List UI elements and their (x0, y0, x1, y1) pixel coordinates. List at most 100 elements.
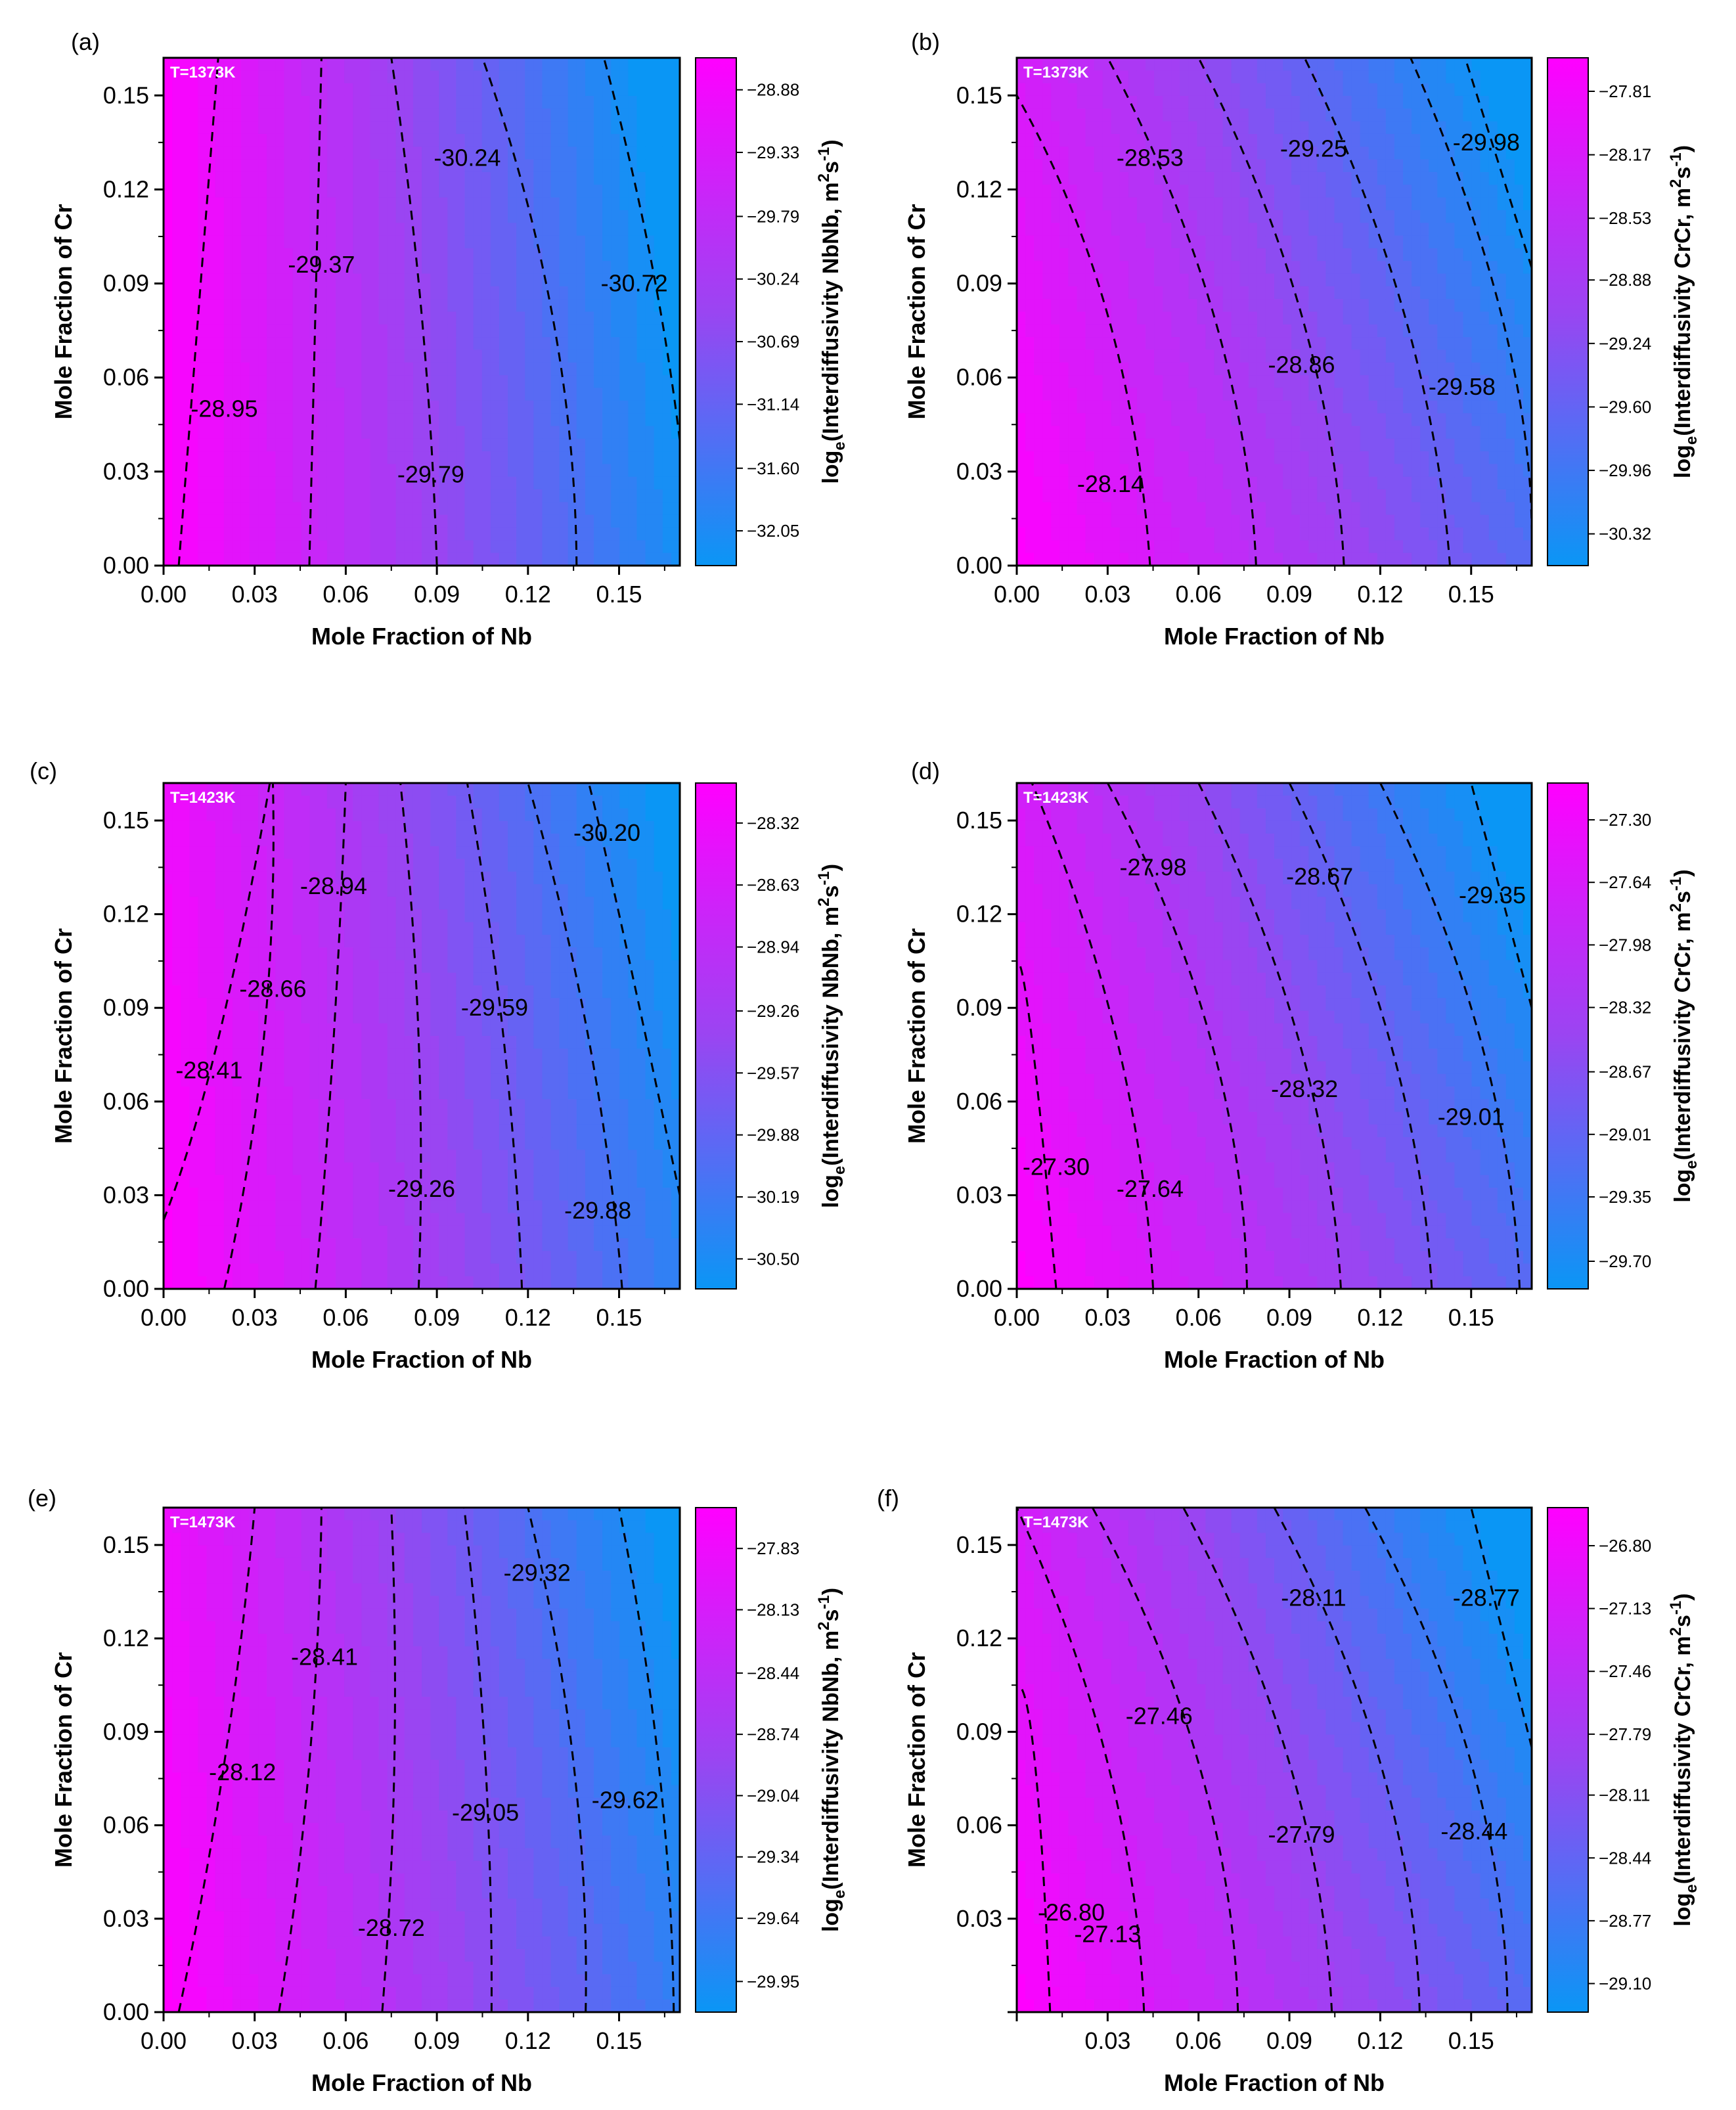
heatmap-cell (240, 489, 250, 503)
heatmap-cell (1385, 375, 1395, 389)
heatmap-cell (550, 362, 560, 376)
heatmap-cell (671, 514, 680, 528)
heatmap-cell (1102, 337, 1112, 351)
heatmap-cell (473, 197, 483, 211)
heatmap-cell (353, 552, 363, 566)
heatmap-cell (318, 552, 328, 566)
heatmap-cell (1163, 502, 1172, 516)
heatmap-cell (490, 261, 500, 275)
heatmap-cell (1488, 362, 1498, 376)
heatmap-cell (361, 286, 371, 300)
heatmap-cell (1429, 261, 1438, 275)
heatmap-cell (412, 528, 422, 541)
heatmap-cell (1463, 540, 1473, 554)
heatmap-cell (1317, 70, 1327, 84)
heatmap-cell (1308, 121, 1318, 135)
heatmap-cell (223, 464, 233, 478)
heatmap-cell (1480, 489, 1490, 503)
heatmap-cell (1163, 171, 1172, 186)
heatmap-cell (1085, 540, 1095, 554)
heatmap-cell (585, 95, 594, 110)
heatmap-cell (1085, 311, 1095, 325)
heatmap-cell (1222, 426, 1232, 439)
heatmap-cell (576, 171, 586, 186)
heatmap-cell (602, 273, 612, 287)
heatmap-cell (1377, 133, 1387, 148)
heatmap-cell (636, 185, 646, 198)
heatmap-cell (164, 502, 173, 516)
heatmap-cell (439, 133, 449, 148)
heatmap-cell (232, 464, 242, 478)
heatmap-cell (326, 552, 336, 566)
heatmap-cell (542, 552, 552, 566)
heatmap-cell (1265, 476, 1275, 490)
heatmap-cell (1077, 349, 1086, 363)
heatmap-cell (439, 299, 449, 313)
heatmap-cell (1334, 171, 1344, 186)
heatmap-cell (361, 413, 371, 427)
heatmap-cell (525, 95, 535, 110)
heatmap-cell (1128, 337, 1138, 351)
heatmap-cell (326, 413, 336, 427)
heatmap-cell (1094, 133, 1103, 148)
heatmap-cell (1300, 324, 1310, 338)
heatmap-cell (164, 235, 173, 249)
heatmap-cell (1128, 349, 1138, 363)
heatmap-cell (361, 400, 371, 414)
heatmap-cell (336, 223, 345, 236)
heatmap-cell (353, 528, 363, 541)
heatmap-cell (1197, 146, 1207, 160)
heatmap-cell (1429, 375, 1438, 389)
heatmap-cell (361, 95, 371, 110)
heatmap-cell (215, 95, 225, 110)
heatmap-cell (284, 324, 294, 338)
heatmap-cell (1094, 299, 1103, 313)
heatmap-cell (1523, 552, 1532, 566)
heatmap-cell (1051, 502, 1061, 516)
heatmap-cell (499, 95, 508, 110)
heatmap-cell (1505, 286, 1515, 300)
heatmap-cell (1136, 58, 1146, 72)
colorbar-tick-label: −28.53 (1599, 208, 1651, 228)
heatmap-cell (1394, 413, 1404, 427)
heatmap-cell (1463, 528, 1473, 541)
heatmap-cell (516, 514, 525, 528)
heatmap-cell (1420, 476, 1429, 490)
heatmap-cell (353, 121, 363, 135)
heatmap-cell (1291, 70, 1301, 84)
heatmap-cell (645, 273, 655, 287)
heatmap-cell (568, 83, 577, 97)
heatmap-cell (602, 159, 612, 173)
heatmap-cell (258, 286, 267, 300)
heatmap-cell (1325, 159, 1335, 173)
heatmap-cell (594, 400, 603, 414)
heatmap-cell (318, 451, 328, 465)
heatmap-cell (258, 58, 267, 72)
heatmap-cell (1017, 58, 1026, 72)
heatmap-cell (1274, 108, 1283, 122)
heatmap-cell (533, 95, 543, 110)
heatmap-cell (370, 133, 380, 148)
heatmap-cell (508, 476, 517, 490)
heatmap-cell (439, 95, 449, 110)
heatmap-cell (1119, 235, 1129, 249)
heatmap-cell (516, 489, 525, 503)
heatmap-cell (568, 451, 577, 465)
heatmap-cell (1042, 337, 1052, 351)
heatmap-cell (671, 58, 680, 72)
heatmap-cell (318, 197, 328, 211)
heatmap-cell (1051, 349, 1061, 363)
heatmap-cell (1239, 311, 1249, 325)
heatmap-cell (1351, 299, 1361, 313)
heatmap-cell (1214, 426, 1224, 439)
heatmap-cell (378, 388, 388, 401)
heatmap-cell (1429, 528, 1438, 541)
heatmap-cell (456, 464, 466, 478)
heatmap-cell (1094, 311, 1103, 325)
heatmap-cell (671, 552, 680, 566)
heatmap-cell (1403, 108, 1412, 122)
heatmap-cell (404, 388, 414, 401)
heatmap-cell (1248, 273, 1258, 287)
heatmap-cell (1412, 540, 1421, 554)
heatmap-cell (1394, 261, 1404, 275)
